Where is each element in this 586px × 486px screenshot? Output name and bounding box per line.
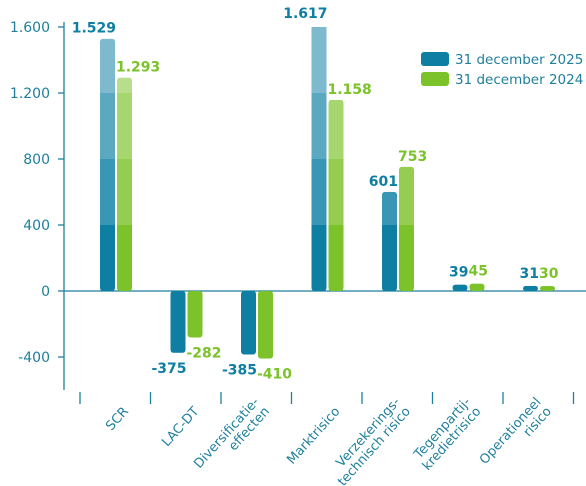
- data-label: 1.529: [72, 21, 116, 37]
- bar-2025: [523, 285, 538, 291]
- bar-segment: [523, 285, 538, 291]
- bar-segment: [117, 159, 132, 225]
- bar-2025: [100, 38, 115, 291]
- bar-segment: [328, 225, 344, 291]
- legend-swatch: [421, 72, 449, 86]
- data-label: 1.158: [328, 82, 372, 98]
- bar-2025: [170, 291, 186, 353]
- data-label: -410: [257, 367, 292, 383]
- bar-2024: [328, 99, 344, 291]
- data-label: 1.617: [283, 6, 327, 22]
- chart-bars: [100, 27, 555, 359]
- data-label: -385: [222, 363, 257, 379]
- bar-segment: [258, 291, 273, 359]
- bar-segment: [399, 166, 414, 225]
- bar-2024: [117, 77, 132, 291]
- bar-segment: [311, 93, 327, 159]
- bar-segment: [117, 93, 132, 159]
- bar-2024: [399, 166, 414, 291]
- chart-value-labels: 1.529 1.293 -375-282-385 -410 1.617 1.158 6017…: [72, 6, 559, 382]
- y-tick-label: 1.200: [10, 86, 50, 102]
- bar-segment: [328, 99, 344, 159]
- bar-segment: [100, 93, 115, 159]
- bar-segment: [311, 159, 327, 225]
- data-label: -282: [187, 346, 222, 362]
- y-tick-label: 1.600: [10, 20, 50, 36]
- data-label: 753: [398, 149, 427, 165]
- bar-2024: [187, 291, 203, 338]
- bar-2025: [382, 191, 397, 291]
- data-label: 39: [449, 265, 468, 281]
- data-label: 1.293: [116, 60, 160, 76]
- bar-segment: [100, 38, 115, 93]
- x-category-label: Verzekerings-technisch risico: [333, 395, 413, 486]
- data-label: 31: [520, 266, 539, 282]
- x-category-label-line: LAC-DT: [159, 404, 202, 450]
- x-category-label: Tegenpartij-kredietrisico: [411, 395, 485, 474]
- y-tick-label: 800: [23, 152, 50, 168]
- x-category-label-line: SCR: [103, 404, 132, 434]
- bar-2024: [258, 291, 273, 359]
- bar-segment: [241, 291, 256, 355]
- bar-segment: [399, 225, 414, 291]
- y-tick-label: 0: [41, 284, 50, 300]
- bar-segment: [452, 284, 468, 291]
- bar-segment: [328, 159, 344, 225]
- bar-2025: [452, 284, 468, 291]
- bar-segment: [540, 286, 555, 291]
- bar-segment: [187, 291, 203, 338]
- bar-2024: [469, 283, 485, 291]
- bar-segment: [100, 225, 115, 291]
- legend-swatch: [421, 52, 449, 66]
- bar-segment: [382, 191, 397, 225]
- legend-item: 31 december 2024: [421, 72, 583, 88]
- chart-legend: 31 december 2025 31 december 2024: [421, 52, 583, 88]
- bar-segment: [311, 27, 327, 93]
- bar-segment: [117, 77, 132, 93]
- x-category-label: SCR: [103, 404, 132, 434]
- bar-segment: [170, 291, 186, 353]
- y-tick-label: -400: [18, 350, 50, 366]
- legend-label: 31 december 2025: [455, 52, 583, 68]
- x-category-label: Diversificatie-effecten: [191, 395, 273, 472]
- y-tick-label: 400: [23, 218, 50, 234]
- bar-2025: [311, 27, 327, 291]
- bar-segment: [311, 225, 327, 291]
- data-label: 601: [369, 174, 398, 190]
- chart-axes: 1.600 1.200 800 400 0 -400: [10, 20, 586, 404]
- bar-2025: [241, 291, 256, 355]
- legend-label: 31 december 2024: [455, 72, 583, 88]
- legend-item: 31 december 2025: [421, 52, 583, 68]
- bar-segment: [100, 159, 115, 225]
- bar-segment: [117, 225, 132, 291]
- data-label: -375: [151, 361, 186, 377]
- data-label: 45: [469, 264, 488, 280]
- bar-segment: [382, 225, 397, 291]
- data-label: 30: [539, 266, 559, 282]
- bar-2024: [540, 286, 555, 291]
- x-category-label: LAC-DT: [159, 404, 202, 450]
- bar-segment: [469, 283, 485, 291]
